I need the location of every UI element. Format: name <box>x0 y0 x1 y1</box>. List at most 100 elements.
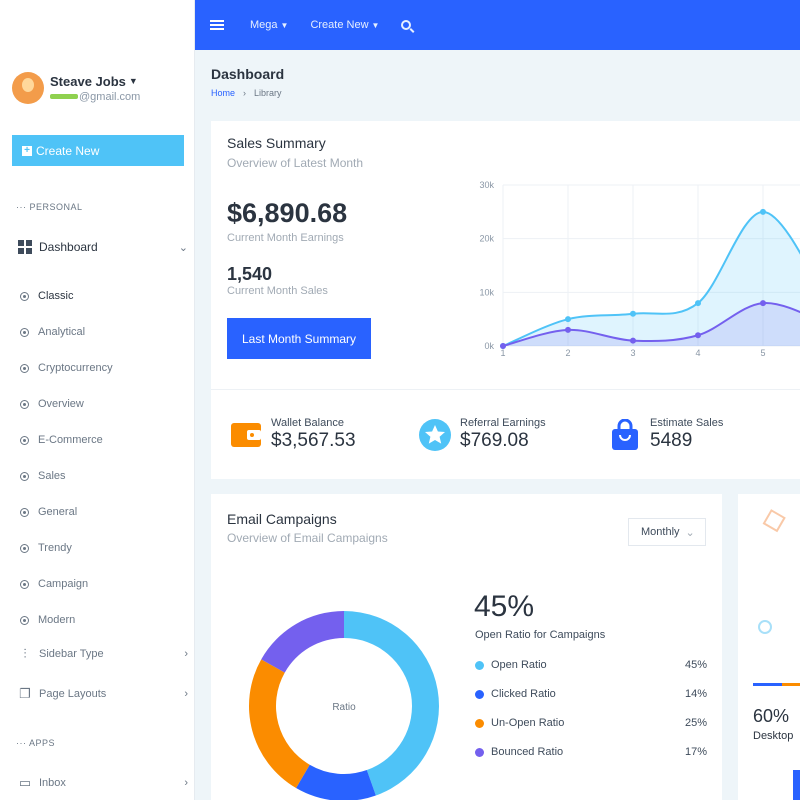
legend-dot-icon <box>475 689 484 699</box>
chevron-down-icon: ⌄ <box>685 526 695 539</box>
email-domain: @gmail.com <box>79 90 141 103</box>
stat-label: Wallet Balance <box>271 417 344 429</box>
decorative-shapes <box>758 509 786 634</box>
stat-value: $769.08 <box>460 430 529 451</box>
sales-value: 1,540 <box>227 264 273 284</box>
device-button[interactable] <box>793 770 800 800</box>
x-tick-label: 4 <box>695 348 700 358</box>
create-new-menu-link[interactable]: Create New ▼ <box>310 19 379 31</box>
sidebar-subitem-e-commerce[interactable]: E-Commerce <box>20 422 190 458</box>
breadcrumb-current: Library <box>254 88 282 98</box>
x-tick-label: 5 <box>760 348 765 358</box>
mega-menu-link[interactable]: Mega ▼ <box>250 19 288 31</box>
sidebar-subitem-general[interactable]: General <box>20 494 190 530</box>
stat-label: Estimate Sales <box>650 417 724 429</box>
sidebar-item-inbox[interactable]: ▭ Inbox › <box>18 776 188 790</box>
menu-icon[interactable] <box>210 18 224 32</box>
sidebar-item-page-layouts[interactable]: ❐ Page Layouts › <box>18 687 188 701</box>
sidebar-subitem-label: Sales <box>38 470 66 482</box>
sidebar-subitem-trendy[interactable]: Trendy <box>20 530 190 566</box>
sidebar-item-label: Page Layouts <box>39 688 107 700</box>
x-tick-label: 1 <box>500 348 505 358</box>
donut-slice[interactable] <box>261 611 344 673</box>
donut-slice[interactable] <box>249 659 310 789</box>
legend-item: Un-Open Ratio 25% <box>475 717 707 729</box>
progress-bar <box>753 683 800 686</box>
sidebar-subitem-label: E-Commerce <box>38 434 103 446</box>
radio-dot-icon <box>20 435 29 445</box>
data-point[interactable] <box>630 310 636 317</box>
sidebar-item-sidebar-type[interactable]: ⫶ Sidebar Type › <box>18 647 188 661</box>
copy-icon: ❐ <box>19 686 31 701</box>
data-point[interactable] <box>695 332 701 339</box>
legend-percent: 17% <box>684 746 707 758</box>
y-tick-label: 30k <box>479 180 494 190</box>
search-icon[interactable] <box>401 20 412 30</box>
sidebar-subitem-label: Trendy <box>38 542 72 554</box>
user-name[interactable]: Steave Jobs ▼ <box>50 74 140 89</box>
sidebar-item-dashboard[interactable]: Dashboard ⌄ <box>18 240 188 254</box>
sidebar-subitem-modern[interactable]: Modern <box>20 602 190 638</box>
mega-menu-label: Mega <box>250 19 278 31</box>
radio-dot-icon <box>20 363 29 373</box>
section-apps: ··· APPS <box>16 738 56 748</box>
card-title: Sales Summary <box>227 135 326 151</box>
section-personal: ··· PERSONAL <box>16 202 83 212</box>
chevron-right-icon: › <box>184 688 188 700</box>
donut-slice[interactable] <box>344 611 440 796</box>
x-tick-label: 2 <box>565 348 570 358</box>
radio-dot-icon <box>20 507 29 517</box>
data-point[interactable] <box>500 343 506 349</box>
sidebar-subitem-sales[interactable]: Sales <box>20 458 190 494</box>
legend-percent: 45% <box>684 659 707 671</box>
sidebar-subitem-overview[interactable]: Overview <box>20 386 190 422</box>
divider <box>211 389 800 390</box>
earnings-value: $6,890.68 <box>227 198 348 228</box>
sidebar-item-label: Dashboard <box>39 240 98 254</box>
legend-dot-icon <box>475 747 484 757</box>
stat-label: Referral Earnings <box>460 417 546 429</box>
user-profile[interactable]: Steave Jobs ▼ @gmail.com <box>12 72 140 104</box>
legend-label: Open Ratio <box>491 659 547 671</box>
radio-dot-icon <box>20 399 29 409</box>
device-value: 60% <box>753 706 790 726</box>
card-subtitle: Overview of Email Campaigns <box>227 531 388 545</box>
legend-label: Clicked Ratio <box>491 688 556 700</box>
chevron-right-icon: › <box>184 777 188 789</box>
sidebar-subitem-cryptocurrency[interactable]: Cryptocurrency <box>20 350 190 386</box>
sidebar-subitem-analytical[interactable]: Analytical <box>20 314 190 350</box>
last-month-summary-button[interactable]: Last Month Summary <box>227 318 371 359</box>
user-name-text: Steave Jobs <box>50 73 126 89</box>
sidebar-subitem-classic[interactable]: Classic <box>20 278 190 314</box>
data-point[interactable] <box>760 208 766 215</box>
data-point[interactable] <box>760 300 766 307</box>
email-redaction <box>50 94 78 100</box>
series-area <box>503 211 800 346</box>
stat-wallet-balance: Wallet Balance $3,567.53 <box>231 417 356 452</box>
data-point[interactable] <box>695 300 701 307</box>
legend-dot-icon <box>475 718 484 728</box>
legend-label: Un-Open Ratio <box>491 717 565 729</box>
create-new-button[interactable]: + Create New <box>12 135 184 166</box>
x-tick-label: 3 <box>630 348 635 358</box>
period-select[interactable]: Monthly ⌄ <box>628 518 706 546</box>
data-point[interactable] <box>565 326 571 333</box>
data-point[interactable] <box>565 316 571 323</box>
breadcrumb-home[interactable]: Home <box>211 88 236 98</box>
avatar[interactable] <box>12 72 44 104</box>
legend-item: Bounced Ratio 17% <box>475 746 707 758</box>
sidebar-subitem-campaign[interactable]: Campaign <box>20 566 190 602</box>
device-card: 60% Desktop <box>738 494 800 800</box>
stat-value: $3,567.53 <box>271 430 356 451</box>
legend-item: Open Ratio 45% <box>475 659 707 671</box>
radio-dot-icon <box>20 579 29 589</box>
sidebar-subitem-label: Campaign <box>38 578 89 590</box>
legend-percent: 25% <box>684 717 707 729</box>
data-point[interactable] <box>630 337 636 344</box>
donut-slice[interactable] <box>296 764 376 800</box>
series-line <box>502 302 800 347</box>
radio-dot-icon <box>20 327 29 337</box>
y-tick-label: 0k <box>484 341 494 351</box>
period-select-value: Monthly <box>641 526 680 538</box>
sidebar-subitem-label: General <box>38 506 78 518</box>
